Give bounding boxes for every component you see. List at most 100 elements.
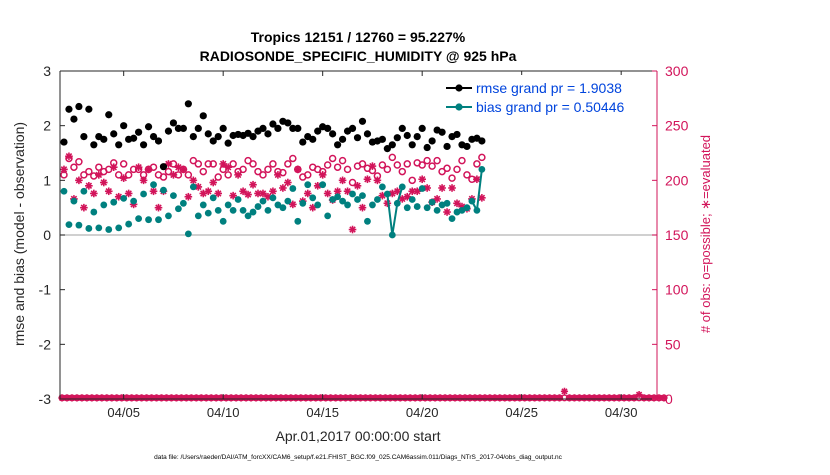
obs-evaluated-point — [343, 187, 352, 196]
obs-possible-point — [343, 165, 352, 174]
legend-label: rmse grand pr = 1.9038 — [476, 80, 622, 96]
bias-point — [204, 209, 212, 217]
obs-evaluated-point — [363, 175, 372, 184]
chart-marks — [58, 100, 668, 402]
y-left-tick-label: -1 — [39, 282, 52, 298]
bias-point — [304, 181, 312, 189]
obs-evaluated-point — [413, 187, 422, 196]
y-left-tick-label: 1 — [43, 172, 51, 188]
obs-possible-point — [393, 161, 402, 169]
obs-evaluated-point — [124, 189, 133, 198]
bias-point — [85, 225, 93, 232]
obs-evaluated-point — [104, 187, 113, 196]
y-right-tick-label: 150 — [665, 227, 689, 243]
rmse-point — [135, 128, 143, 136]
bias-point — [319, 181, 327, 189]
data-file-footer: data file: /Users/raeder/DAI/ATM_forcXX/… — [154, 454, 563, 461]
rmse-point — [438, 128, 446, 136]
obs-evaluated-point — [438, 184, 446, 192]
obs-evaluated-point — [408, 187, 417, 196]
bias-point — [324, 212, 332, 220]
obs-possible-point — [229, 160, 237, 168]
obs-evaluated-bottom-point — [446, 394, 454, 402]
obs-possible-point — [80, 171, 88, 179]
bias-point — [189, 183, 197, 191]
bias-point — [349, 190, 356, 198]
obs-evaluated-point — [393, 187, 402, 196]
legend-label: bias grand pr = 0.50446 — [476, 99, 624, 115]
bias-point — [259, 197, 267, 205]
y-right-tick-label: 50 — [665, 336, 681, 352]
bias-point — [443, 199, 451, 207]
bias-point — [374, 196, 381, 203]
obs-evaluated-point — [80, 203, 88, 212]
rmse-point — [149, 133, 158, 141]
obs-evaluated-point — [219, 160, 227, 168]
obs-possible-point — [239, 165, 247, 174]
rmse-point — [388, 141, 396, 149]
obs-evaluated-bottom-point — [232, 394, 240, 402]
obs-evaluated-point — [348, 225, 357, 234]
chart-title-line1: Tropics 12151 / 12760 = 95.227% — [251, 29, 466, 45]
obs-possible-point — [254, 167, 262, 176]
obs-possible-point — [453, 165, 461, 174]
obs-evaluated-point — [358, 203, 367, 212]
obs-possible-point — [174, 171, 183, 179]
x-tick-label: 04/05 — [107, 405, 140, 420]
obs-possible-point — [463, 171, 471, 179]
obs-evaluated-bottom-point — [336, 394, 345, 402]
bias-point — [175, 205, 182, 213]
obs-evaluated-bottom-point — [560, 387, 569, 395]
rmse-point — [209, 137, 217, 145]
rmse-point — [453, 130, 461, 139]
bias-point — [309, 194, 317, 202]
obs-evaluated-point — [473, 175, 481, 184]
rmse-point — [120, 122, 128, 130]
rmse-point — [100, 135, 108, 143]
obs-possible-point — [423, 156, 431, 165]
obs-evaluated-point — [269, 187, 277, 196]
y-right-tick-label: 100 — [665, 282, 689, 298]
obs-evaluated-bottom-point — [356, 394, 365, 402]
rmse-point — [463, 142, 471, 151]
obs-possible-point — [348, 178, 357, 187]
bias-point — [423, 204, 431, 212]
obs-evaluated-bottom-point — [252, 394, 260, 402]
obs-possible-point — [289, 154, 297, 163]
obs-possible-point — [189, 156, 198, 165]
rmse-point — [139, 141, 148, 149]
bias-point — [249, 208, 257, 216]
obs-possible-point — [438, 167, 446, 176]
obs-evaluated-point — [234, 171, 242, 179]
rmse-point — [60, 138, 68, 146]
bias-point — [289, 185, 297, 192]
bias-point — [433, 207, 441, 214]
obs-evaluated-bottom-point — [630, 394, 638, 402]
obs-evaluated-bottom-point — [486, 394, 494, 402]
obs-evaluated-point — [95, 171, 103, 179]
obs-possible-point — [378, 161, 387, 169]
bias-point — [329, 196, 337, 203]
rmse-point — [65, 105, 73, 113]
bias-point — [160, 186, 167, 194]
obs-evaluated-bottom-point — [63, 394, 71, 402]
bias-point — [468, 197, 476, 205]
obs-evaluated-point — [368, 162, 377, 170]
rmse-point — [284, 119, 292, 127]
obs-possible-point — [398, 167, 407, 176]
obs-possible-point — [433, 156, 441, 165]
obs-evaluated-point — [289, 200, 297, 209]
bias-point — [130, 197, 138, 205]
obs-evaluated-bottom-point — [635, 391, 643, 399]
obs-possible-point — [85, 167, 93, 176]
y-left-tick-label: -3 — [39, 391, 52, 407]
bias-point — [463, 204, 471, 212]
obs-evaluated-point — [448, 184, 456, 192]
obs-evaluated-point — [65, 152, 73, 161]
y-left-tick-label: -2 — [39, 336, 52, 352]
obs-evaluated-point — [179, 165, 188, 174]
obs-evaluated-bottom-point — [177, 394, 185, 402]
bias-point — [269, 194, 277, 202]
bias-point — [458, 207, 466, 214]
obs-evaluated-bottom-point — [108, 394, 116, 402]
